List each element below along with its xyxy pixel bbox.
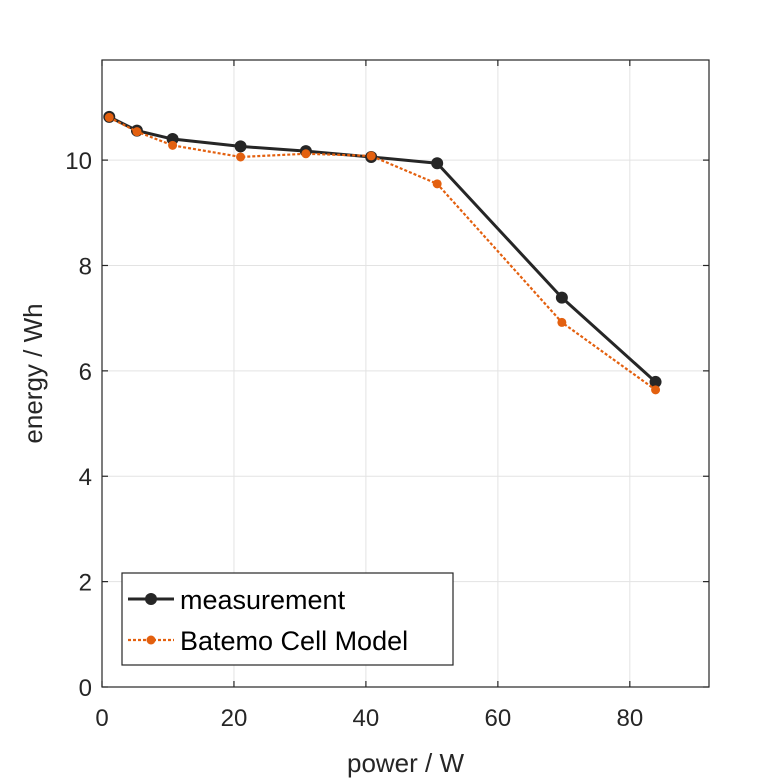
data-point (168, 140, 178, 150)
plot-area-frame (101, 59, 710, 688)
data-point (432, 179, 442, 189)
data-point (301, 149, 311, 159)
y-tick-label: 0 (79, 675, 92, 702)
legend-marker (146, 635, 156, 645)
grid-lines (102, 60, 709, 687)
y-tick-label: 2 (79, 570, 92, 597)
legend-label: Batemo Cell Model (180, 626, 408, 656)
series-1-group (104, 112, 661, 395)
x-tick-label: 0 (95, 705, 108, 732)
legend-marker (145, 593, 157, 605)
data-point (234, 140, 247, 153)
x-tick-label: 20 (221, 705, 248, 732)
data-point (366, 151, 376, 161)
x-tick-label: 80 (616, 705, 643, 732)
y-tick-label: 6 (79, 359, 92, 386)
data-point (236, 152, 246, 162)
legend-box (121, 572, 454, 666)
legend: measurement Batemo Cell Model (121, 572, 454, 666)
data-point (555, 291, 568, 304)
data-point (557, 317, 567, 327)
legend-item: measurement (128, 585, 346, 615)
data-point (431, 157, 444, 170)
legend-item: Batemo Cell Model (128, 626, 408, 656)
data-point (649, 375, 662, 388)
y-tick-label: 8 (79, 253, 92, 280)
y-tick-label: 4 (79, 464, 92, 491)
data-point (104, 112, 114, 122)
series-layer (103, 110, 662, 395)
data-point (651, 385, 661, 395)
legend-label: measurement (180, 585, 346, 615)
y-tick-label: 10 (65, 148, 92, 175)
axis-ticks: 0 20 40 60 80 0 2 4 6 8 10 (65, 60, 709, 732)
x-tick-label: 40 (353, 705, 380, 732)
y-axis-label: energy / Wh (18, 303, 48, 443)
x-axis-label: power / W (347, 748, 464, 778)
data-point (132, 127, 142, 137)
x-tick-label: 60 (485, 705, 512, 732)
